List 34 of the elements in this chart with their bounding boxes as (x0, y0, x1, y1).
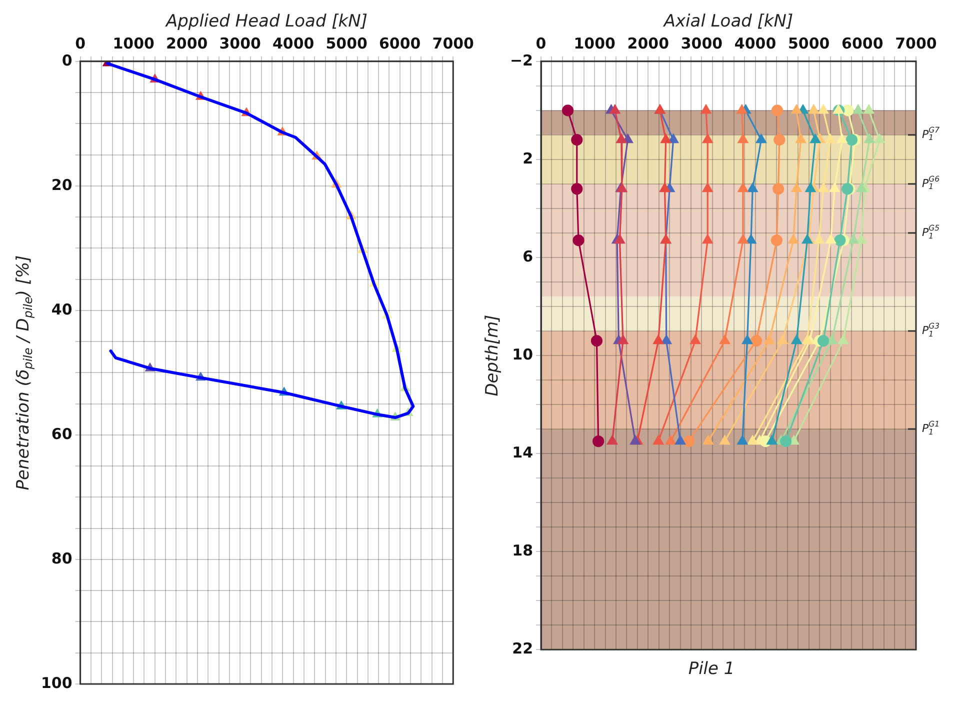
y-tick-label: 18 (512, 541, 534, 560)
x-tick-label: 1000 (112, 34, 154, 52)
x-tick-label: 4000 (734, 34, 776, 52)
x-tick-label: 6000 (378, 34, 421, 52)
x-axis-title: Applied Head Load [kN] (164, 12, 368, 32)
y-tick-label: 6 (522, 247, 534, 266)
x-tick-label: 3000 (219, 34, 261, 52)
x-tick-label: 0 (536, 34, 546, 52)
x-tick-label: 5000 (788, 34, 830, 52)
x-tick-label: 1000 (574, 34, 616, 52)
y-tick-label: 2 (522, 149, 534, 168)
y-tick-label: 60 (51, 424, 72, 443)
y-tick-label: 20 (51, 176, 72, 194)
y-tick-label: 40 (51, 300, 72, 318)
x-tick-label: 4000 (272, 34, 314, 52)
y-tick-label: 80 (51, 549, 72, 568)
x-tick-label: 3000 (680, 34, 723, 52)
x-axis-title: Axial Load [kN] (662, 12, 794, 32)
y-axis-title: Penetration (δpile / Dpile) [%] (13, 255, 36, 490)
y-tick-label: 0 (62, 51, 72, 70)
y-tick-label: 100 (41, 674, 72, 692)
x-tick-label: 2000 (627, 34, 670, 52)
x-tick-label: 6000 (842, 34, 884, 52)
x-tick-label: 2000 (166, 34, 208, 52)
x-tick-label: 7000 (432, 34, 474, 52)
y-axis-title: Depth[m] (482, 314, 502, 396)
y-tick-label: 22 (512, 639, 534, 658)
x-tick-label: 5000 (326, 34, 368, 52)
y-tick-label: 10 (512, 345, 534, 364)
text: Pile 1 (688, 659, 735, 680)
x-tick-label: 0 (75, 34, 86, 52)
x-tick-label: 7000 (895, 34, 937, 52)
y-tick-label: −2 (510, 51, 534, 70)
y-tick-label: 14 (512, 443, 534, 462)
